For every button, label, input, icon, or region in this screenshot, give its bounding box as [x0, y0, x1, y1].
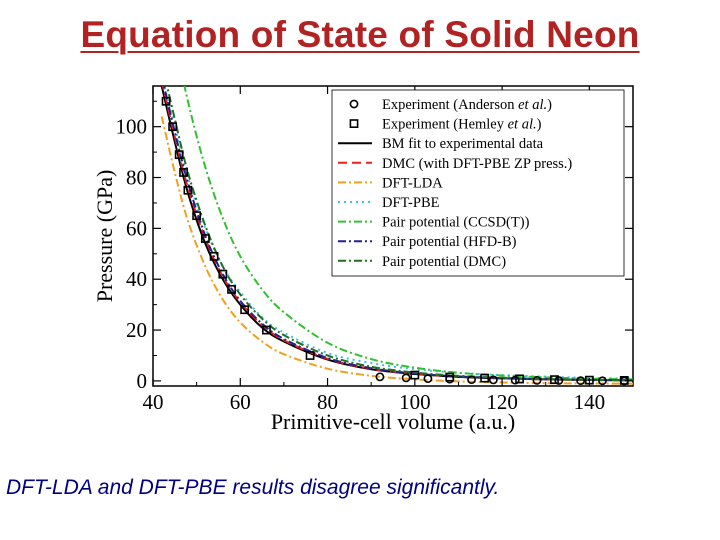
data-point-square: [200, 234, 210, 243]
legend-label-text: Pair potential (CCSD(T)): [382, 215, 530, 231]
data-point-square: [480, 373, 490, 383]
data-point-circle: [598, 376, 607, 386]
data-point-square: [515, 374, 524, 384]
legend-label: Pair potential (CCSD(T)): [382, 215, 530, 231]
data-point-square: [168, 122, 178, 132]
legend-label: DFT-LDA: [382, 175, 443, 191]
y-tick-label: 20: [126, 318, 147, 342]
legend-label-text: DFT-LDA: [382, 175, 443, 191]
x-tick-label: 100: [399, 390, 431, 414]
legend-entry: Experiment (Anderson et al.): [349, 97, 552, 113]
legend-label: BM fit to experimental data: [382, 136, 544, 152]
legend-label-text: BM fit to experimental data: [382, 136, 544, 152]
legend-label: Pair potential (HFD-B): [382, 234, 517, 250]
data-point-square: [445, 372, 455, 382]
chart-legend: Experiment (Anderson et al.)Experiment (…: [331, 89, 625, 277]
legend-label-text: Experiment (Anderson: [382, 97, 518, 113]
legend-label: Experiment (Hemley et al.): [382, 117, 542, 133]
data-point-square: [305, 351, 315, 360]
data-point-circle: [576, 376, 586, 386]
legend-entry: Pair potential (CCSD(T)): [338, 215, 530, 231]
y-axis-title: Pressure (GPa): [92, 170, 117, 303]
legend-entry: Experiment (Hemley et al.): [349, 117, 542, 133]
legend-label-text: DMC (with DFT-PBE ZP press.): [382, 156, 572, 172]
y-tick-label: 100: [116, 115, 148, 139]
legend-box: [331, 89, 625, 277]
data-point-circle: [467, 375, 476, 385]
slide-title: Equation of State of Solid Neon: [80, 14, 640, 55]
eos-chart: 40 60 80 100 120 140 0 20 40 60 80 100 Experiment (…: [92, 85, 634, 434]
legend-entry: DFT-PBE: [338, 195, 440, 211]
data-point-circle: [423, 374, 433, 384]
x-tick-label: 140: [574, 390, 606, 414]
legend-swatch-square: [349, 119, 359, 128]
data-point-square: [161, 96, 171, 106]
legend-entry: DFT-LDA: [338, 175, 443, 191]
legend-label-post: ): [537, 117, 542, 133]
data-point-square: [183, 185, 193, 195]
data-point-square: [218, 269, 228, 279]
x-tick-label: 120: [486, 390, 518, 414]
x-tick-label: 80: [317, 390, 338, 414]
legend-label-text: Pair potential (HFD-B): [382, 234, 517, 250]
data-point-square: [227, 284, 236, 294]
legend-label-text: Experiment (Hemley: [382, 117, 508, 133]
legend-swatch-circle: [349, 99, 359, 109]
data-point-circle: [532, 376, 542, 385]
data-point-square: [209, 251, 219, 261]
legend-label-text: DFT-PBE: [382, 195, 440, 211]
series-line: [163, 86, 633, 380]
data-point-circle: [401, 373, 411, 383]
legend-label-em: et al.: [508, 117, 537, 133]
series-line: [160, 116, 633, 385]
data-point-square: [179, 168, 188, 177]
legend-entry: DMC (with DFT-PBE ZP press.): [338, 156, 572, 172]
legend-label: DMC (with DFT-PBE ZP press.): [382, 156, 572, 172]
data-point-square: [174, 150, 184, 160]
series-line: [183, 86, 633, 381]
legend-label-em: et al.: [518, 97, 547, 113]
y-tick-label: 40: [126, 267, 147, 291]
y-tick-label: 80: [126, 166, 147, 190]
data-point-circle: [488, 375, 498, 385]
slide-caption: DFT-LDA and DFT-PBE results disagree sig…: [6, 476, 500, 499]
legend-label-text: Pair potential (DMC): [382, 254, 506, 270]
legend-entry: Pair potential (HFD-B): [338, 234, 517, 250]
legend-label: Pair potential (DMC): [382, 254, 506, 270]
legend-label: DFT-PBE: [382, 195, 440, 211]
x-axis-title: Primitive-cell volume (a.u.): [271, 409, 515, 434]
data-point-square: [240, 305, 250, 315]
data-point-square: [262, 325, 271, 335]
x-tick-label: 60: [230, 390, 251, 414]
data-point-circle: [375, 372, 385, 382]
legend-entry: BM fit to experimental data: [338, 136, 544, 152]
x-tick-label: 40: [143, 390, 164, 414]
legend-label: Experiment (Anderson et al.): [382, 97, 552, 113]
data-point-square: [550, 375, 559, 385]
y-tick-label: 0: [137, 369, 148, 393]
y-tick-label: 60: [126, 216, 147, 240]
legend-entry: Pair potential (DMC): [338, 254, 506, 270]
axis-layer: 40 60 80 100 120 140 0 20 40 60 80 100: [116, 86, 633, 414]
legend-label-post: ): [547, 97, 552, 113]
data-point-square: [192, 211, 202, 221]
